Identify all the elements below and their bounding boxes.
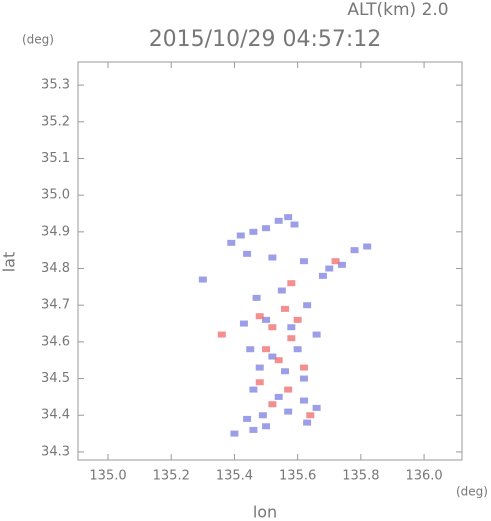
echo-point	[312, 331, 321, 338]
echo-point	[299, 364, 308, 371]
echo-point	[299, 375, 308, 382]
x-unit: (deg)	[456, 485, 488, 499]
echo-point	[198, 276, 207, 283]
echo-point	[337, 261, 346, 268]
echo-point	[318, 272, 327, 279]
echo-point	[306, 412, 315, 419]
echo-point	[217, 331, 226, 338]
echo-point	[312, 404, 321, 411]
echo-point	[243, 250, 252, 257]
echo-point	[363, 243, 372, 250]
x-tick-label: 135.4	[216, 469, 253, 484]
x-tick-label: 135.8	[342, 469, 379, 484]
echo-point	[287, 335, 296, 342]
echo-point	[246, 346, 255, 353]
x-tick-label: 135.2	[153, 469, 190, 484]
echo-point	[239, 320, 248, 327]
y-tick-label: 34.3	[41, 444, 70, 459]
y-tick-label: 35.2	[41, 114, 70, 129]
x-tick-label: 136.0	[405, 469, 442, 484]
echo-point	[249, 386, 258, 393]
echo-point	[268, 353, 277, 360]
echo-point	[284, 214, 293, 221]
x-axis-label: lon	[253, 503, 277, 521]
echo-point	[350, 247, 359, 254]
altitude-label: ALT(km) 2.0	[347, 0, 448, 20]
echo-point	[255, 313, 264, 320]
echo-point	[249, 228, 258, 235]
y-tick-label: 35.3	[41, 78, 70, 93]
x-tick-label: 135.6	[279, 469, 316, 484]
y-axis-label: lat	[0, 252, 19, 273]
y-tick-label: 34.8	[41, 261, 70, 276]
echo-point	[274, 357, 283, 364]
echo-point	[281, 368, 290, 375]
echo-point	[262, 346, 271, 353]
echo-point	[284, 408, 293, 415]
echo-point	[293, 346, 302, 353]
echo-point	[293, 316, 302, 323]
echo-point	[287, 324, 296, 331]
echo-point	[274, 393, 283, 400]
echo-point	[262, 225, 271, 232]
echo-point	[268, 254, 277, 261]
y-tick-label: 35.1	[41, 151, 70, 166]
echo-point	[255, 379, 264, 386]
x-tick-label: 135.0	[89, 469, 126, 484]
y-tick-label: 35.0	[41, 188, 70, 203]
echo-point	[287, 280, 296, 287]
y-unit: (deg)	[22, 33, 54, 47]
echo-point	[258, 412, 267, 419]
echo-point	[262, 423, 271, 430]
echo-point	[230, 430, 239, 437]
echo-point	[303, 302, 312, 309]
echo-point	[284, 386, 293, 393]
echo-point	[277, 287, 286, 294]
echo-point	[227, 239, 236, 246]
echo-point	[274, 217, 283, 224]
echo-point	[299, 397, 308, 404]
y-tick-label: 34.5	[41, 371, 70, 386]
echo-point	[331, 258, 340, 265]
plot-frame	[77, 61, 463, 461]
echo-point	[325, 265, 334, 272]
echo-point	[268, 401, 277, 408]
echo-point	[243, 415, 252, 422]
echo-point	[299, 258, 308, 265]
chart-title: 2015/10/29 04:57:12	[149, 27, 382, 52]
echo-point	[255, 364, 264, 371]
y-tick-label: 34.4	[41, 408, 70, 423]
echo-point	[303, 419, 312, 426]
echo-point	[290, 221, 299, 228]
echo-point	[281, 305, 290, 312]
y-tick-label: 34.9	[41, 224, 70, 239]
y-tick-label: 34.7	[41, 298, 70, 313]
echo-point	[252, 294, 261, 301]
echo-point	[236, 232, 245, 239]
echo-point	[262, 316, 271, 323]
y-tick-label: 34.6	[41, 334, 70, 349]
echo-point	[268, 324, 277, 331]
echo-point	[249, 426, 258, 433]
